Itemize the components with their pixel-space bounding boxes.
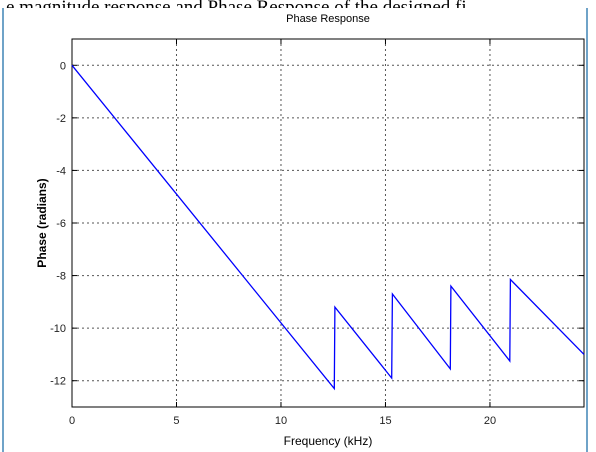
y-tick-label: -2	[56, 113, 66, 125]
x-tick-label: 20	[484, 415, 496, 427]
y-tick-label: -6	[56, 218, 66, 230]
grid	[72, 39, 584, 407]
x-tick-label: 5	[173, 415, 179, 427]
x-tick-label: 15	[379, 415, 391, 427]
axis-ticks: 0 5 10 15 20 0 -2 -4 -6 -8 -10 -12	[50, 39, 584, 427]
y-tick-label: 0	[60, 60, 66, 72]
y-tick-label: -10	[50, 323, 66, 335]
y-tick-label: -8	[56, 271, 66, 283]
phase-series-line	[71, 64, 585, 391]
y-axis-label: Phase (radians)	[35, 178, 49, 267]
x-axis-label: Frequency (kHz)	[284, 434, 373, 448]
chart-title: Phase Response	[286, 13, 370, 25]
y-tick-label: -12	[50, 376, 66, 388]
x-tick-label: 0	[69, 415, 75, 427]
y-tick-label: -4	[56, 165, 66, 177]
x-tick-label: 10	[275, 415, 287, 427]
